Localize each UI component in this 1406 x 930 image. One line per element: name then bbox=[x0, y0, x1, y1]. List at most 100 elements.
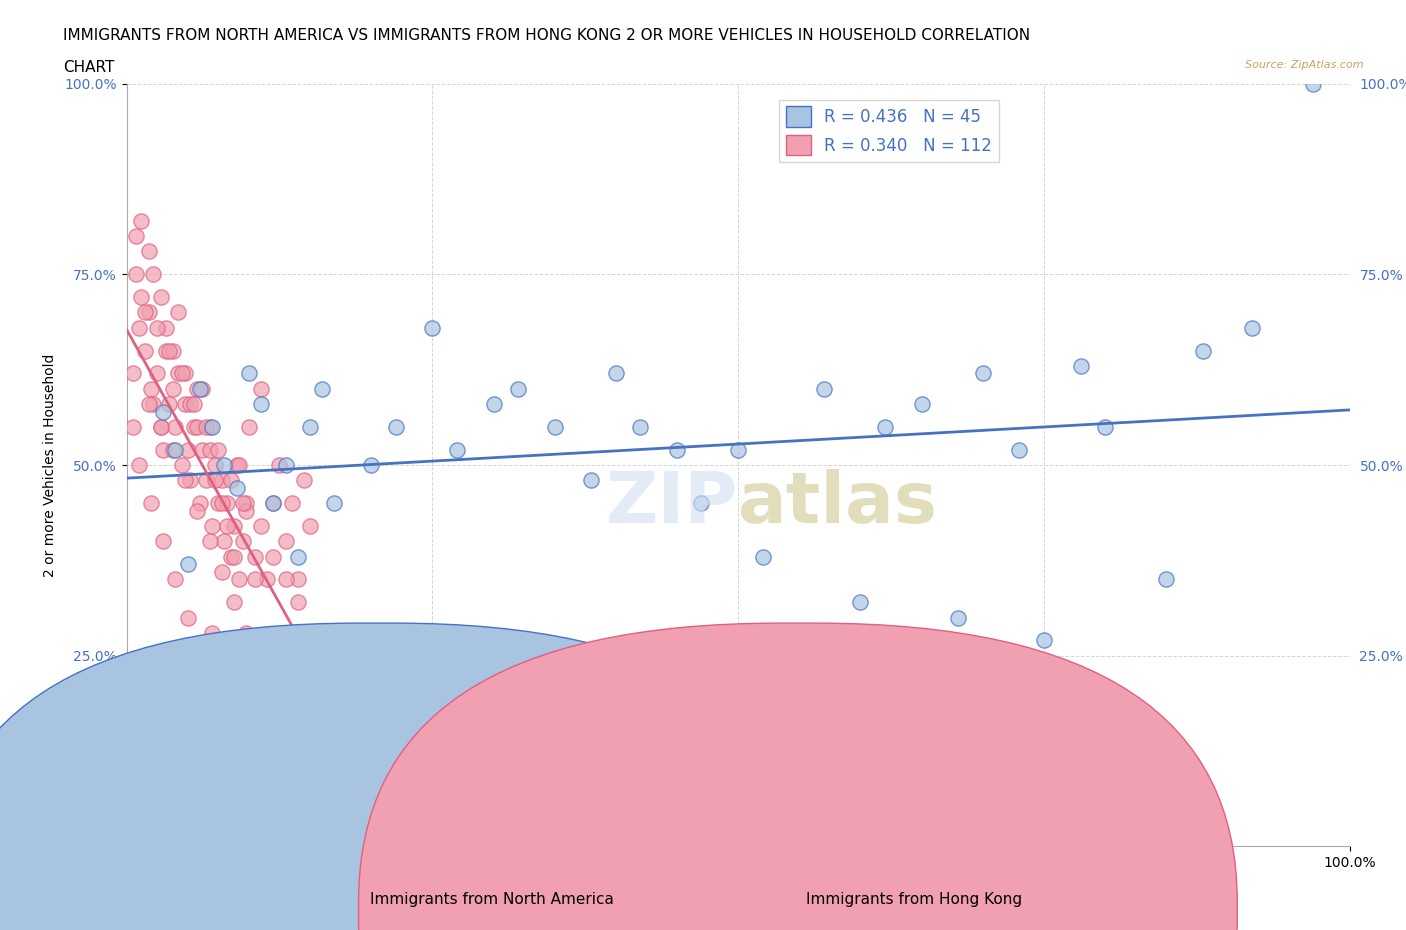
Point bbox=[1070, 358, 1092, 373]
Point bbox=[125, 229, 148, 244]
Point bbox=[129, 290, 152, 305]
Point bbox=[179, 472, 201, 487]
Legend: R = 0.436   N = 45, R = 0.340   N = 112: R = 0.436 N = 45, R = 0.340 N = 112 bbox=[779, 100, 998, 162]
Point bbox=[174, 366, 197, 381]
Point bbox=[789, 625, 811, 640]
Point bbox=[214, 458, 236, 472]
Point bbox=[183, 419, 205, 434]
Point bbox=[292, 701, 315, 716]
Point bbox=[690, 496, 713, 511]
Point bbox=[305, 748, 328, 763]
Point bbox=[269, 686, 291, 701]
Point bbox=[280, 496, 302, 511]
Point bbox=[628, 419, 651, 434]
Point bbox=[256, 572, 278, 587]
Point bbox=[157, 343, 180, 358]
Point bbox=[299, 519, 322, 534]
Point bbox=[191, 381, 214, 396]
Point bbox=[250, 381, 273, 396]
Point bbox=[250, 519, 273, 534]
Point bbox=[155, 343, 177, 358]
Point bbox=[146, 366, 169, 381]
Point bbox=[207, 496, 229, 511]
Point bbox=[155, 320, 177, 335]
Point bbox=[174, 396, 197, 411]
Point bbox=[201, 419, 224, 434]
Point bbox=[146, 320, 169, 335]
Point bbox=[219, 472, 242, 487]
Point bbox=[204, 458, 226, 472]
Point bbox=[186, 419, 208, 434]
Point bbox=[215, 519, 238, 534]
Point bbox=[873, 419, 896, 434]
Point bbox=[224, 519, 246, 534]
Point bbox=[972, 366, 994, 381]
Point bbox=[195, 419, 218, 434]
Point bbox=[305, 648, 328, 663]
Point bbox=[1094, 419, 1116, 434]
Point bbox=[142, 396, 165, 411]
Point bbox=[948, 610, 970, 625]
Point bbox=[129, 214, 152, 229]
Point bbox=[581, 472, 603, 487]
Y-axis label: 2 or more Vehicles in Household: 2 or more Vehicles in Household bbox=[44, 353, 58, 577]
Point bbox=[162, 443, 184, 458]
Point bbox=[235, 625, 257, 640]
Point bbox=[211, 565, 233, 579]
Point bbox=[299, 671, 322, 686]
Point bbox=[228, 572, 250, 587]
Point bbox=[238, 701, 260, 716]
Point bbox=[121, 419, 143, 434]
Point bbox=[191, 443, 214, 458]
Point bbox=[139, 496, 162, 511]
Point bbox=[214, 671, 236, 686]
Point bbox=[186, 381, 208, 396]
Point bbox=[170, 366, 193, 381]
Text: Source: ZipAtlas.com: Source: ZipAtlas.com bbox=[1246, 60, 1364, 71]
Point bbox=[138, 305, 160, 320]
Point bbox=[751, 549, 773, 564]
Point bbox=[262, 496, 284, 511]
Point bbox=[201, 625, 224, 640]
Point bbox=[482, 396, 505, 411]
Point bbox=[167, 305, 190, 320]
Point bbox=[195, 472, 218, 487]
Point bbox=[287, 549, 309, 564]
Text: Immigrants from Hong Kong: Immigrants from Hong Kong bbox=[806, 892, 1022, 907]
Point bbox=[204, 472, 226, 487]
Point bbox=[506, 381, 529, 396]
Point bbox=[211, 496, 233, 511]
Point bbox=[299, 419, 322, 434]
Point bbox=[139, 381, 162, 396]
Point bbox=[215, 496, 238, 511]
Point bbox=[170, 458, 193, 472]
Point bbox=[274, 534, 297, 549]
Point bbox=[207, 443, 229, 458]
Text: CHART: CHART bbox=[63, 60, 115, 75]
Point bbox=[225, 481, 247, 496]
Point bbox=[256, 724, 278, 739]
Point bbox=[274, 458, 297, 472]
Point bbox=[179, 396, 201, 411]
Point bbox=[138, 244, 160, 259]
Point bbox=[149, 290, 172, 305]
Point bbox=[1192, 343, 1215, 358]
Point bbox=[149, 419, 172, 434]
Point bbox=[128, 458, 150, 472]
Point bbox=[543, 419, 565, 434]
Point bbox=[384, 419, 406, 434]
Point bbox=[174, 472, 197, 487]
Point bbox=[262, 549, 284, 564]
Point bbox=[139, 694, 162, 709]
Point bbox=[177, 443, 200, 458]
Point bbox=[274, 572, 297, 587]
Point bbox=[280, 648, 302, 663]
Point bbox=[225, 686, 247, 701]
Point bbox=[188, 381, 211, 396]
Point bbox=[162, 381, 184, 396]
Point bbox=[271, 717, 294, 732]
Point bbox=[250, 396, 273, 411]
Point bbox=[142, 267, 165, 282]
Point bbox=[727, 443, 749, 458]
Point bbox=[238, 419, 260, 434]
